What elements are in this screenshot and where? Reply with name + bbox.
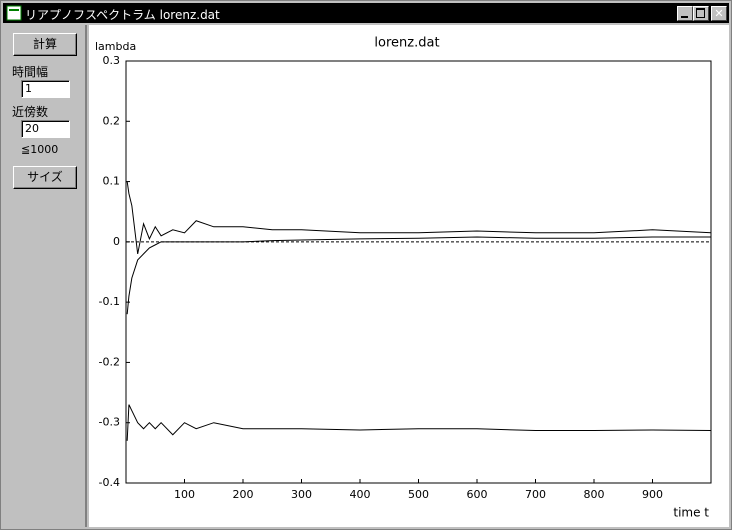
y-tick-label: 0.2 (103, 114, 121, 127)
plot-frame (125, 60, 712, 484)
neighbors-label: 近傍数 (12, 105, 49, 119)
time-width-input[interactable]: 1 (21, 80, 70, 98)
x-tick-label: 500 (408, 488, 429, 501)
maximize-button[interactable] (693, 6, 709, 21)
size-button[interactable]: サイズ (13, 166, 77, 189)
y-axis-label: lambda (95, 40, 136, 53)
y-tick-label: 0 (113, 235, 120, 248)
x-tick-label: 300 (291, 488, 312, 501)
series-line (126, 236, 711, 315)
series-line (126, 181, 712, 255)
y-tick-label: -0.1 (99, 295, 120, 308)
x-axis-label: time t (673, 506, 709, 520)
y-tick-label: -0.3 (99, 416, 120, 429)
neighbors-input[interactable]: 20 (21, 120, 70, 138)
x-tick-label: 800 (584, 488, 605, 501)
calc-button[interactable]: 計算 (13, 33, 77, 56)
title-bar: リアプノフスペクトラム lorenz.dat ✕ (3, 3, 729, 23)
side-panel: 計算 時間幅 1 近傍数 20 ≦1000 サイズ (3, 25, 87, 527)
x-tick-label: 100 (174, 488, 195, 501)
x-tick-label: 900 (642, 488, 663, 501)
y-tick-label: -0.2 (99, 355, 120, 368)
series-line (126, 404, 712, 441)
x-tick-label: 600 (467, 488, 488, 501)
x-tick-label: 700 (525, 488, 546, 501)
minimize-button[interactable] (677, 6, 693, 21)
neighbors-note: ≦1000 (21, 143, 59, 156)
chart: lorenz.dat lambda time t -0.4 -0.3 -0.2 -0.… (89, 25, 729, 527)
y-tick-label: 0.1 (103, 175, 121, 188)
app-icon (6, 5, 22, 21)
x-tick-label: 200 (233, 488, 254, 501)
y-tick-label: -0.4 (99, 476, 120, 489)
y-tick-label: 0.3 (103, 54, 121, 67)
time-width-label: 時間幅 (12, 65, 49, 79)
x-tick-label: 400 (350, 488, 371, 501)
chart-title: lorenz.dat (374, 36, 439, 51)
close-button[interactable]: ✕ (711, 6, 727, 21)
window-title: リアプノフスペクトラム lorenz.dat (25, 8, 220, 22)
